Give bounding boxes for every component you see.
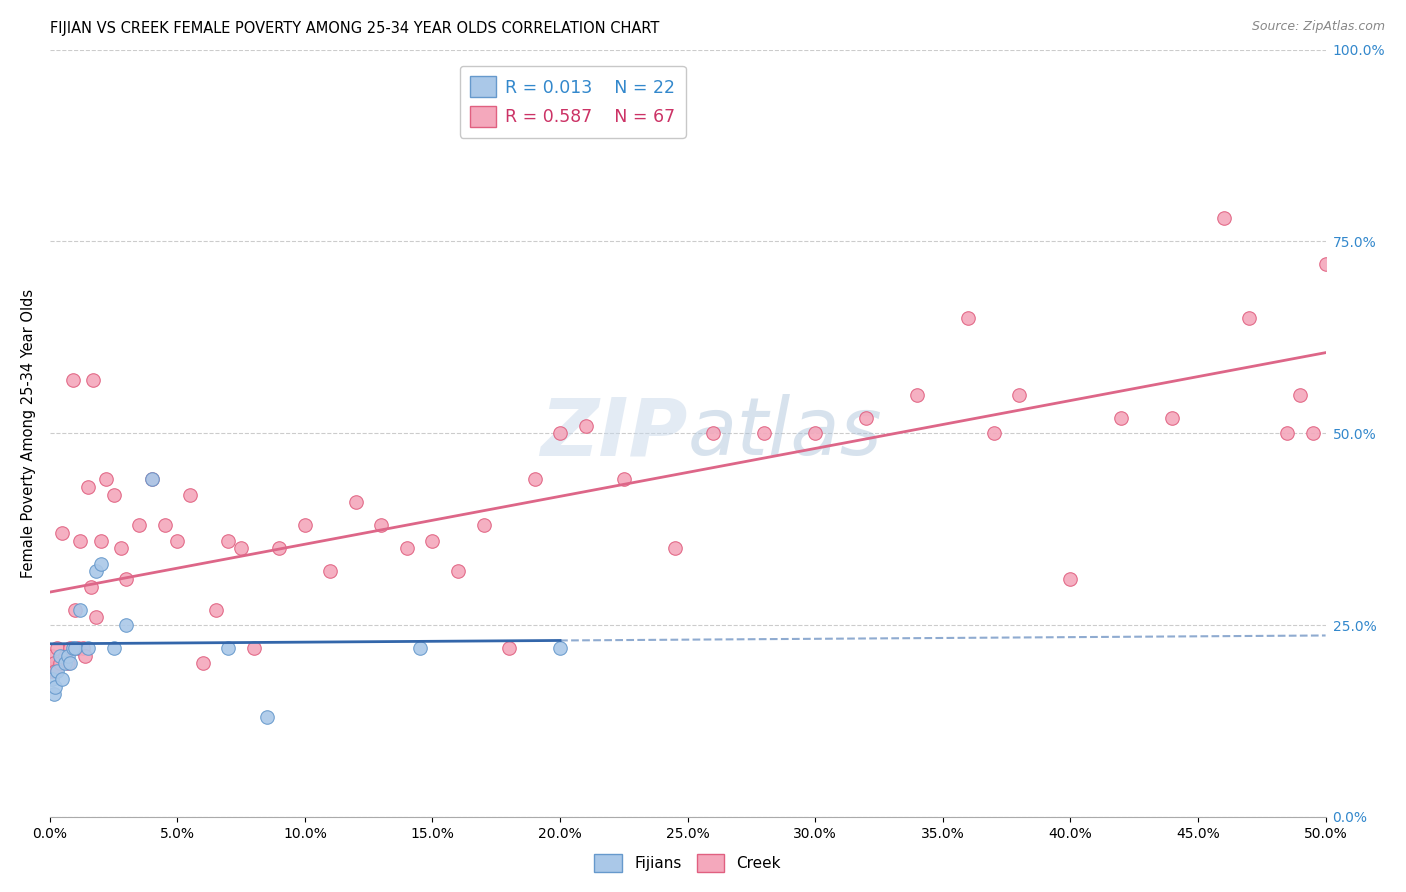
Point bbox=[498, 641, 520, 656]
Point bbox=[41, 648, 63, 663]
Point bbox=[804, 426, 827, 441]
Point bbox=[66, 641, 89, 656]
Point bbox=[1008, 388, 1031, 402]
Point bbox=[472, 518, 495, 533]
Point bbox=[204, 603, 226, 617]
Point bbox=[217, 533, 239, 548]
Point bbox=[395, 541, 418, 556]
Point bbox=[77, 480, 100, 494]
Point bbox=[409, 641, 432, 656]
Point bbox=[103, 641, 125, 656]
Point bbox=[613, 472, 636, 486]
Point bbox=[344, 495, 367, 509]
Point bbox=[51, 526, 73, 541]
Point bbox=[65, 603, 87, 617]
Point bbox=[1237, 311, 1260, 326]
Point bbox=[53, 657, 76, 671]
Point bbox=[110, 541, 132, 556]
Point bbox=[1059, 572, 1081, 586]
Point bbox=[447, 565, 470, 579]
Point bbox=[1111, 410, 1133, 425]
Point bbox=[256, 710, 278, 724]
Point bbox=[957, 311, 980, 326]
Point bbox=[983, 426, 1005, 441]
Point bbox=[179, 488, 201, 502]
Point bbox=[79, 580, 101, 594]
Point bbox=[217, 641, 239, 656]
Point bbox=[42, 687, 65, 701]
Point bbox=[62, 372, 84, 386]
Point bbox=[59, 641, 82, 656]
Point bbox=[269, 541, 291, 556]
Point bbox=[84, 565, 107, 579]
Point bbox=[49, 657, 72, 671]
Point bbox=[370, 518, 392, 533]
Point bbox=[56, 648, 79, 663]
Point bbox=[153, 518, 176, 533]
Point bbox=[166, 533, 188, 548]
Point bbox=[44, 664, 66, 678]
Point bbox=[62, 641, 84, 656]
Text: atlas: atlas bbox=[688, 394, 883, 472]
Point bbox=[49, 648, 72, 663]
Y-axis label: Female Poverty Among 25-34 Year Olds: Female Poverty Among 25-34 Year Olds bbox=[21, 289, 35, 578]
Point bbox=[103, 488, 125, 502]
Point bbox=[1289, 388, 1312, 402]
Point bbox=[229, 541, 252, 556]
Point bbox=[855, 410, 877, 425]
Point bbox=[115, 618, 138, 632]
Legend: Fijians, Creek: Fijians, Creek bbox=[588, 847, 787, 879]
Point bbox=[1161, 410, 1184, 425]
Point bbox=[77, 641, 100, 656]
Point bbox=[548, 426, 571, 441]
Point bbox=[574, 418, 596, 433]
Point bbox=[56, 657, 79, 671]
Point bbox=[72, 641, 94, 656]
Point bbox=[523, 472, 546, 486]
Point bbox=[82, 372, 104, 386]
Point bbox=[422, 533, 444, 548]
Point bbox=[1315, 257, 1337, 271]
Point bbox=[65, 641, 87, 656]
Point bbox=[51, 672, 73, 686]
Point bbox=[1277, 426, 1299, 441]
Point bbox=[44, 680, 66, 694]
Point bbox=[84, 610, 107, 624]
Point bbox=[46, 664, 69, 678]
Point bbox=[42, 657, 65, 671]
Point bbox=[319, 565, 342, 579]
Point bbox=[90, 557, 112, 571]
Text: ZIP: ZIP bbox=[540, 394, 688, 472]
Point bbox=[1302, 426, 1324, 441]
Point bbox=[548, 641, 571, 656]
Point bbox=[46, 641, 69, 656]
Point bbox=[94, 472, 117, 486]
Point bbox=[1212, 211, 1234, 226]
Point bbox=[69, 603, 91, 617]
Point bbox=[69, 533, 91, 548]
Point bbox=[141, 472, 163, 486]
Point bbox=[702, 426, 724, 441]
Point bbox=[75, 648, 97, 663]
Point bbox=[90, 533, 112, 548]
Point bbox=[41, 672, 63, 686]
Point bbox=[191, 657, 214, 671]
Text: Source: ZipAtlas.com: Source: ZipAtlas.com bbox=[1251, 20, 1385, 33]
Point bbox=[53, 648, 76, 663]
Point bbox=[141, 472, 163, 486]
Point bbox=[754, 426, 776, 441]
Point bbox=[128, 518, 150, 533]
Point bbox=[39, 664, 62, 678]
Point bbox=[59, 657, 82, 671]
Point bbox=[115, 572, 138, 586]
Point bbox=[294, 518, 316, 533]
Point bbox=[905, 388, 928, 402]
Text: FIJIAN VS CREEK FEMALE POVERTY AMONG 25-34 YEAR OLDS CORRELATION CHART: FIJIAN VS CREEK FEMALE POVERTY AMONG 25-… bbox=[49, 21, 659, 36]
Point bbox=[664, 541, 686, 556]
Point bbox=[243, 641, 266, 656]
